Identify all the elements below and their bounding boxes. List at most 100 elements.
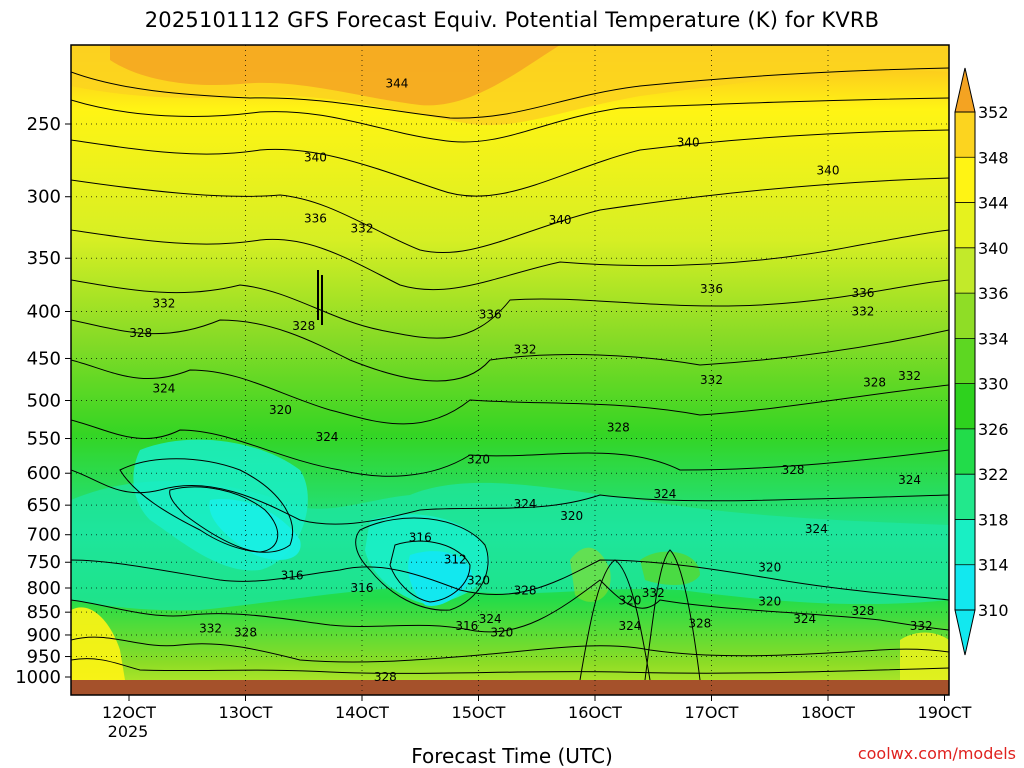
contour-label: 332	[199, 621, 222, 635]
contour-label: 324	[793, 612, 816, 626]
x-tick-label: 19OCT	[918, 703, 972, 722]
grid-lines	[71, 45, 949, 695]
contour-field	[71, 45, 949, 695]
colorbar-swatch	[955, 474, 975, 520]
colorbar-swatch	[955, 202, 975, 248]
y-tick-label: 300	[27, 187, 61, 208]
contour-label: 328	[782, 463, 805, 477]
contour-label: 324	[152, 381, 175, 395]
contour-label: 320	[467, 573, 490, 587]
colorbar-swatch	[955, 338, 975, 384]
contour-label: 336	[851, 286, 874, 300]
x-year-label: 2025	[108, 722, 149, 741]
contour-label: 328	[607, 420, 630, 434]
y-tick-label: 500	[27, 391, 61, 412]
y-tick-label: 800	[27, 578, 61, 599]
ground-bar	[71, 680, 949, 695]
colorbar-label: 330	[978, 375, 1009, 394]
contour-label: 324	[514, 497, 537, 511]
y-tick-label: 750	[27, 552, 61, 573]
colorbar-swatch	[955, 564, 975, 610]
contour-label: 340	[304, 151, 327, 165]
contour-label: 324	[805, 522, 828, 536]
x-axis-label: Forecast Time (UTC)	[411, 744, 613, 768]
x-tick-label: 13OCT	[219, 703, 273, 722]
y-tick-label: 400	[27, 301, 61, 322]
colorbar-swatch	[955, 428, 975, 475]
contour-label: 328	[374, 670, 397, 684]
contour-lines	[71, 67, 949, 681]
colorbar-label: 344	[978, 194, 1009, 213]
plot-frame	[70, 44, 950, 696]
colorbar-swatch	[955, 112, 975, 158]
contour-label: 320	[467, 453, 490, 467]
contour-label: 316	[455, 619, 478, 633]
colorbar-label: 352	[978, 103, 1009, 122]
contour-label: 312	[444, 553, 467, 567]
y-tick-label: 850	[27, 602, 61, 623]
contour-label: 336	[479, 307, 502, 321]
colorbar-swatch	[955, 383, 975, 429]
y-axis: 2503003504004505005506006507007508008509…	[15, 114, 71, 688]
contour-label: 340	[549, 213, 572, 227]
colorbar-label: 340	[978, 239, 1009, 258]
y-tick-label: 650	[27, 495, 61, 516]
y-tick-label: 450	[27, 348, 61, 369]
contour-label: 332	[152, 296, 175, 310]
colorbar-label: 314	[978, 556, 1009, 575]
colorbar-label: 348	[978, 148, 1009, 167]
colorbar-label: 326	[978, 420, 1009, 439]
y-tick-label: 600	[27, 463, 61, 484]
x-tick-label: 14OCT	[335, 703, 389, 722]
contour-label: 320	[758, 561, 781, 575]
contour-label: 324	[479, 612, 502, 626]
contour-label: 344	[385, 77, 408, 91]
contour-label: 320	[618, 593, 641, 607]
x-tick-label: 17OCT	[685, 703, 739, 722]
x-axis: 12OCT 13OCT 14OCT 15OCT 16OCT 17OCT 18OCT 19OCT	[102, 695, 972, 722]
colorbar-label: 318	[978, 510, 1009, 529]
chart-title: 2025101112 GFS Forecast Equiv. Potential…	[144, 8, 880, 32]
y-tick-label: 900	[27, 625, 61, 646]
y-tick-label: 1000	[15, 667, 61, 688]
contour-label: 316	[409, 531, 432, 545]
contour-label: 316	[281, 568, 304, 582]
contour-label: 340	[677, 136, 700, 150]
contour-label: 336	[304, 212, 327, 226]
contour-label: 332	[642, 586, 665, 600]
contour-label: 320	[490, 626, 513, 640]
x-tick-label: 12OCT	[102, 703, 156, 722]
credit-text: coolwx.com/models	[857, 744, 1016, 763]
colorbar: 352 348 344 340 336 334 330 326 322 318 314 310	[954, 67, 1009, 656]
contour-label: 328	[514, 583, 537, 597]
contour-label: 328	[292, 319, 315, 333]
colorbar-top-arrow	[954, 67, 976, 113]
contour-label: 332	[700, 373, 723, 387]
contour-label: 320	[758, 595, 781, 609]
x-tick-label: 15OCT	[452, 703, 506, 722]
colorbar-swatch	[955, 247, 975, 294]
contour-label: 324	[316, 430, 339, 444]
contour-label: 320	[560, 509, 583, 523]
contour-label: 328	[863, 376, 886, 390]
contour-label: 328	[688, 617, 711, 631]
colorbar-swatch	[955, 519, 975, 565]
x-tick-label: 16OCT	[568, 703, 622, 722]
contour-label: 332	[851, 304, 874, 318]
contour-label: 332	[898, 369, 921, 383]
colorbar-label: 334	[978, 329, 1009, 348]
contour-label: 316	[351, 581, 374, 595]
contour-label: 332	[351, 222, 374, 236]
colorbar-swatch	[955, 157, 975, 203]
contour-label: 340	[817, 164, 840, 178]
contour-label: 328	[851, 604, 874, 618]
y-tick-label: 950	[27, 647, 61, 668]
colorbar-label: 310	[978, 601, 1009, 620]
x-tick-label: 18OCT	[801, 703, 855, 722]
contour-label: 324	[898, 473, 921, 487]
contour-label: 336	[700, 282, 723, 296]
contour-label: 328	[129, 326, 152, 340]
contour-label: 332	[514, 343, 537, 357]
contour-label: 328	[234, 626, 257, 640]
